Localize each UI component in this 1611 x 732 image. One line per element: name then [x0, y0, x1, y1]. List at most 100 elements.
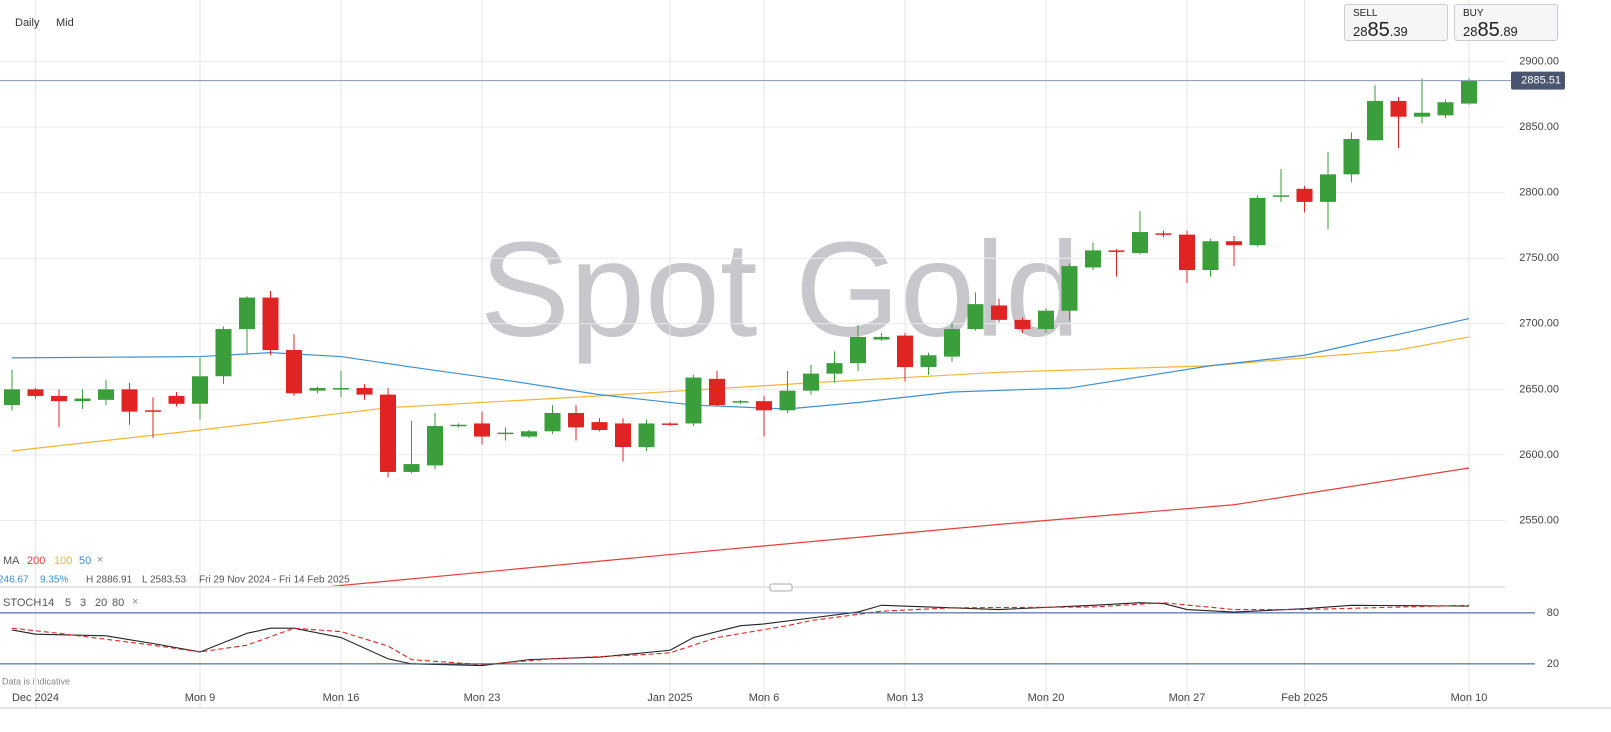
candle-body [27, 389, 44, 396]
candle-body [1461, 80, 1477, 104]
x-tick-label: Mon 9 [185, 692, 216, 704]
sell-price-tail: .39 [1389, 24, 1408, 39]
candle-body [215, 329, 232, 377]
candle-body [991, 305, 1007, 320]
panel-title: STOCH [3, 597, 41, 609]
candle-body [356, 388, 373, 395]
candle-body [756, 401, 772, 411]
interval[interactable]: Daily [15, 17, 40, 29]
y-tick-label: 80 [1547, 607, 1559, 619]
x-tick-label: Mon 16 [323, 692, 360, 704]
sell-box[interactable]: SELL 2885.39 [1344, 4, 1448, 41]
x-tick-label: Mon 10 [1451, 692, 1488, 704]
candle-body [474, 423, 490, 437]
candle-body [4, 389, 20, 406]
candle-body [1343, 138, 1360, 175]
parameter: 14 [42, 597, 54, 609]
x-tick-label: Dec 2024 [12, 692, 59, 704]
candle-body [1085, 250, 1101, 268]
candle-body [732, 401, 749, 403]
candle-body [1390, 100, 1407, 117]
candle-body [1273, 195, 1289, 197]
candle-body [74, 398, 91, 402]
last-price-box [1511, 71, 1565, 90]
stat: 9.35% [40, 575, 68, 586]
candle-body [803, 373, 819, 391]
stoch-line [11, 602, 1470, 667]
candle-body [709, 378, 725, 406]
candle-body [1249, 197, 1266, 246]
candle-body [1014, 319, 1031, 330]
buy-price-big: 85 [1477, 19, 1500, 41]
candle-body [591, 422, 608, 430]
candle-body [685, 377, 702, 424]
candle-body [1061, 266, 1078, 311]
x-tick-label: Feb 2025 [1281, 692, 1327, 704]
note: Data is indicative [2, 676, 70, 686]
y-tick-label: 2600.00 [1519, 449, 1559, 461]
candle-body [1038, 310, 1054, 330]
panel-handle[interactable] [769, 583, 793, 592]
candle-body [1296, 188, 1313, 202]
candle-body [427, 426, 443, 466]
price-type[interactable]: Mid [56, 17, 74, 29]
candle-body [568, 412, 584, 428]
x-tick-label: Mon 27 [1169, 692, 1206, 704]
candle-body [309, 388, 326, 391]
last-price-label: 2885.51 [1521, 75, 1561, 87]
candle-body [944, 329, 960, 357]
candle-body [873, 336, 890, 340]
x-tick-label: Mon 20 [1028, 692, 1065, 704]
candle-body [1155, 233, 1172, 235]
candle-body [1320, 174, 1336, 202]
x-tick-label: Mon 23 [464, 692, 501, 704]
legend-close: × [132, 596, 138, 608]
parameter: 20 [95, 597, 107, 609]
candle-body [544, 412, 561, 432]
y-tick-label: 2550.00 [1519, 514, 1559, 526]
legend-entry: 200 [27, 555, 45, 567]
candle-body [262, 297, 279, 351]
candle-body [615, 423, 631, 448]
y-tick-label: 2750.00 [1519, 252, 1559, 264]
candle-body [897, 335, 913, 368]
stat: Fri 29 Nov 2024 - Fri 14 Feb 2025 [199, 575, 350, 586]
parameter: 5 [65, 597, 71, 609]
candle-body [779, 390, 796, 411]
legend-entry: 50 [79, 555, 91, 567]
candle-body [51, 395, 67, 402]
candle-body [192, 376, 208, 404]
sell-label: SELL [1353, 8, 1378, 19]
candle-body [497, 432, 514, 435]
ma-line [329, 467, 1470, 586]
stoch-line [11, 602, 1470, 666]
candle-body [1202, 241, 1219, 271]
y-tick-label: 2700.00 [1519, 318, 1559, 330]
candle-body [168, 395, 185, 404]
candle-body [967, 304, 984, 330]
watermark-title: Spot Gold [480, 214, 1080, 365]
candle-body [286, 350, 302, 394]
stat: 246.67 [0, 575, 29, 586]
parameter: 3 [80, 597, 86, 609]
candle-body [98, 389, 114, 400]
y-tick-label: 2900.00 [1519, 56, 1559, 68]
candle-body [1132, 232, 1148, 254]
candle-body [239, 297, 255, 330]
y-tick-label: 2800.00 [1519, 187, 1559, 199]
x-tick-label: Mon 13 [887, 692, 924, 704]
sell-price-big: 85 [1367, 19, 1390, 41]
candle-body [450, 424, 467, 427]
layer [11, 602, 1470, 667]
candle-body [1179, 234, 1195, 271]
stat: H 2886.91 [86, 575, 133, 586]
buy-box[interactable]: BUY 2885.89 [1454, 4, 1558, 41]
candle-body [145, 410, 161, 412]
candle-body [333, 388, 349, 390]
candle-body [121, 389, 138, 412]
ma-line [11, 317, 1470, 410]
indicator-label: MA [3, 555, 20, 567]
sell-price-head: 28 [1353, 24, 1368, 39]
candle-body [521, 431, 537, 437]
